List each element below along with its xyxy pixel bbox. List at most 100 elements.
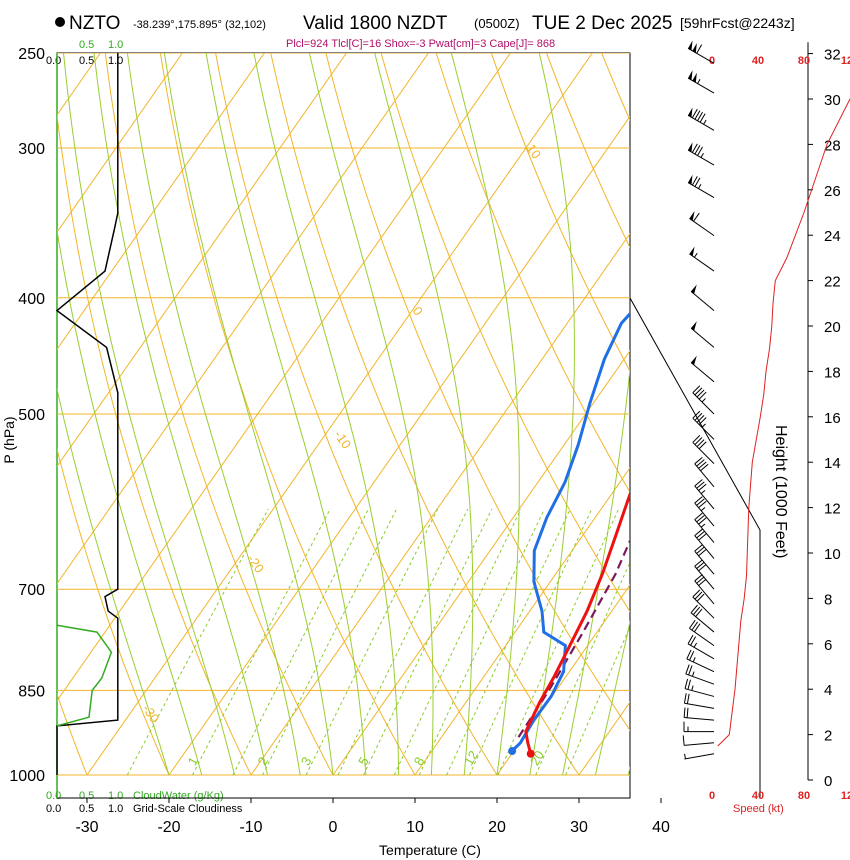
mixing-ratio-line xyxy=(446,508,571,776)
cloudiness-bottom-1: 1.0 xyxy=(108,803,123,815)
wind-barb-flag xyxy=(688,70,693,81)
wind-barb xyxy=(683,693,715,709)
wind-barb-flag xyxy=(692,43,697,53)
wind-barb-flag xyxy=(688,107,693,118)
wind-barb-feather xyxy=(697,146,703,156)
mixing-ratio-line xyxy=(393,508,522,776)
wind-barb-half-feather xyxy=(691,685,694,691)
wind-barb-feather xyxy=(698,517,707,525)
cloud-water-bottom-1: 1.0 xyxy=(108,790,123,802)
wind-barb-feather xyxy=(698,500,707,509)
wind-barb-feather xyxy=(698,564,707,572)
wind-barb-staff xyxy=(689,253,715,272)
mixing-ratio-line xyxy=(126,508,269,776)
wind-barb-feather xyxy=(696,498,705,506)
dry-adiabat-line xyxy=(435,53,630,494)
wind-barb-feather xyxy=(694,437,703,445)
wind-barb-feather xyxy=(692,589,701,598)
moist-adiabat-line xyxy=(529,53,575,776)
pressure-tick-label: 500 xyxy=(18,407,45,424)
height-tick-label: 0 xyxy=(824,773,832,790)
isotherm-line xyxy=(57,53,429,585)
wind-speed-line xyxy=(717,97,850,747)
wind-barb xyxy=(687,70,715,94)
height-tick-label: 2 xyxy=(824,728,832,745)
wind-barb-feather xyxy=(697,111,703,122)
wind-barb-staff xyxy=(694,535,715,559)
wind-barb-staff xyxy=(694,502,715,527)
wind-barb xyxy=(689,246,715,272)
wind-barb xyxy=(694,456,715,488)
wind-barb-staff xyxy=(687,114,715,131)
wind-barb-feather xyxy=(698,578,707,586)
speed-tick-top: 0 xyxy=(709,55,715,67)
dewpoint-line xyxy=(511,311,630,753)
dry-adiabat-label: -10 xyxy=(331,428,354,452)
dry-adiabat-label: -30 xyxy=(139,702,162,726)
moist-adiabat-line xyxy=(450,53,520,776)
speed-axis-title: Speed (kt) xyxy=(733,803,784,815)
station-marker-icon xyxy=(55,17,65,27)
stability-indices: Plcl=924 Tlcl[C]=16 Shox=-3 Pwat[cm]=3 C… xyxy=(286,38,555,50)
wind-barb-feather xyxy=(696,593,705,602)
wind-barb-feather xyxy=(689,650,695,661)
pressure-tick-label: 300 xyxy=(18,141,45,158)
wind-barb xyxy=(694,512,715,543)
wind-barb-staff xyxy=(694,485,715,510)
dry-adiabat-line xyxy=(57,111,252,776)
mixing-ratio-label: 20 xyxy=(527,748,547,768)
x-axis-title: Temperature (C) xyxy=(379,842,481,858)
mixing-ratio-line xyxy=(232,508,369,776)
dry-adiabat-line xyxy=(490,53,630,373)
moist-adiabat-line xyxy=(57,386,170,776)
mixing-ratio-line xyxy=(469,508,593,776)
wind-barb-feather xyxy=(693,212,700,222)
wind-barb-staff xyxy=(684,753,715,760)
wind-barb-feather xyxy=(696,576,705,584)
wind-barb-staff xyxy=(694,580,715,605)
wind-barb-feather xyxy=(686,649,692,660)
temp-tick-label: -10 xyxy=(239,819,262,836)
dry-adiabat-line xyxy=(57,447,170,776)
wind-barb-feather xyxy=(696,546,705,554)
wind-barb-staff xyxy=(690,362,715,383)
wind-barb-flag xyxy=(691,321,697,331)
height-axis-title: Height (1000 Feet) xyxy=(772,425,789,558)
wind-barb-feather xyxy=(687,679,691,690)
wind-barb-staff xyxy=(692,392,715,415)
height-tick-label: 8 xyxy=(824,591,832,608)
wind-barb-half-feather xyxy=(700,490,706,495)
wind-barb-staff xyxy=(694,565,715,590)
speed-tick-bottom: 80 xyxy=(798,790,810,802)
temp-tick-label: -20 xyxy=(157,819,180,836)
mixing-ratio-line xyxy=(535,561,630,776)
moist-adiabat-line xyxy=(562,365,630,776)
moist-adiabat-line xyxy=(594,619,630,776)
mixing-ratio-line xyxy=(192,508,331,776)
wind-barb-half-feather xyxy=(700,507,706,512)
wind-barb xyxy=(692,435,715,464)
wind-barb-feather xyxy=(696,415,705,423)
wind-barb-feather xyxy=(687,634,694,645)
wind-barb-staff xyxy=(692,442,715,464)
valid-zulu: (0500Z) xyxy=(474,16,520,31)
moist-adiabat-line xyxy=(627,765,630,776)
wind-barb xyxy=(690,321,715,348)
moist-adiabat-line xyxy=(308,53,434,776)
height-tick-label: 10 xyxy=(824,546,841,563)
wind-barb-feather xyxy=(696,561,705,569)
wind-barb-feather xyxy=(698,533,707,541)
wind-barb-feather xyxy=(691,143,698,153)
speed-tick-bottom: 40 xyxy=(752,790,764,802)
wind-barb-feather xyxy=(692,410,701,419)
wind-barb-feather xyxy=(694,544,703,552)
wind-barb xyxy=(690,355,715,383)
height-tick-label: 24 xyxy=(824,228,841,245)
height-tick-label: 32 xyxy=(824,47,841,64)
isotherm-line xyxy=(57,53,347,468)
cloudiness-label: Grid-Scale Cloudiness xyxy=(133,803,243,815)
speed-tick-bottom: 0 xyxy=(709,790,715,802)
wind-barb-feather xyxy=(698,461,707,469)
wind-barb-feather xyxy=(696,439,705,448)
cloudiness-top-1: 1.0 xyxy=(108,55,123,67)
